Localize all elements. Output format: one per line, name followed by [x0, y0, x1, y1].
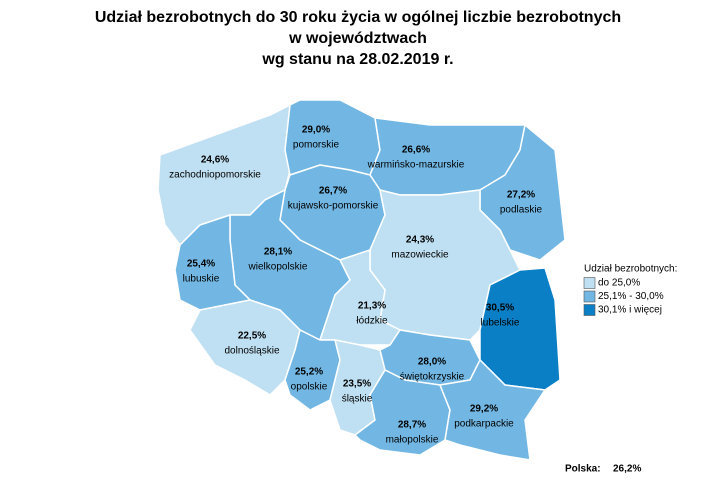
region-value: 28,7% — [398, 420, 426, 431]
region-value: 27,2% — [507, 190, 535, 201]
region — [438, 358, 547, 461]
region-value: 22,5% — [238, 331, 266, 342]
region-value: 25,4% — [187, 259, 215, 270]
legend-label: do 25,0% — [598, 278, 640, 289]
region-value: 26,6% — [402, 145, 430, 156]
region-name: podlaskie — [500, 205, 543, 216]
region-value: 29,2% — [470, 404, 498, 415]
region-value: 21,3% — [358, 301, 386, 312]
total-value: 26,2% — [613, 464, 641, 475]
region-value: 25,2% — [295, 367, 323, 378]
legend-swatch — [583, 290, 596, 303]
region-name: zachodniopomorskie — [169, 170, 261, 181]
legend-label: 25,1% - 30,0% — [598, 291, 664, 302]
region-name: kujawsko-pomorskie — [288, 201, 379, 212]
region-value: 23,5% — [343, 379, 371, 390]
region — [353, 369, 451, 456]
title-line: wg stanu na 28.02.2019 r. — [261, 51, 453, 68]
legend-swatch — [583, 304, 596, 316]
region-name: pomorskie — [293, 140, 340, 151]
legend-swatch — [583, 277, 596, 289]
region-name: podkarpackie — [454, 419, 514, 430]
region-value: 24,6% — [201, 155, 229, 166]
region-name: świętokrzyskie — [400, 372, 465, 383]
total-label: Polska: — [565, 464, 601, 475]
legend-label: 30,1% i więcej — [598, 305, 662, 316]
region-name: łódzkie — [356, 316, 388, 327]
region-name: dolnośląskie — [224, 346, 279, 357]
region-name: opolskie — [291, 382, 328, 393]
region-value: 29,0% — [302, 125, 330, 136]
region-name: warmińsko-mazurskie — [367, 160, 465, 171]
region-name: lubelskie — [481, 318, 520, 329]
region-value: 28,0% — [418, 357, 446, 368]
title-line: w województwach — [288, 30, 427, 47]
region-value: 28,1% — [264, 247, 292, 258]
legend-title: Udział bezrobotnych: — [584, 264, 677, 275]
region-name: małopolskie — [386, 435, 439, 446]
region-value: 30,5% — [486, 303, 514, 314]
region-name: mazowieckie — [391, 250, 449, 261]
region-name: śląskie — [342, 394, 373, 405]
region — [284, 328, 341, 411]
region-value: 26,7% — [319, 186, 347, 197]
region-name: lubuskie — [183, 274, 220, 285]
map-labels: 24,6% zachodniopomorskie 29,0% pomorskie 26,… — [169, 125, 542, 446]
region-name: wielkopolskie — [248, 262, 308, 273]
title-line: Udział bezrobotnych do 30 roku życia w o… — [95, 9, 621, 26]
map — [157, 99, 566, 461]
region-value: 24,3% — [406, 235, 434, 246]
legend: do 25,0% 25,1% - 30,0% 30,1% i więcej — [583, 277, 664, 316]
